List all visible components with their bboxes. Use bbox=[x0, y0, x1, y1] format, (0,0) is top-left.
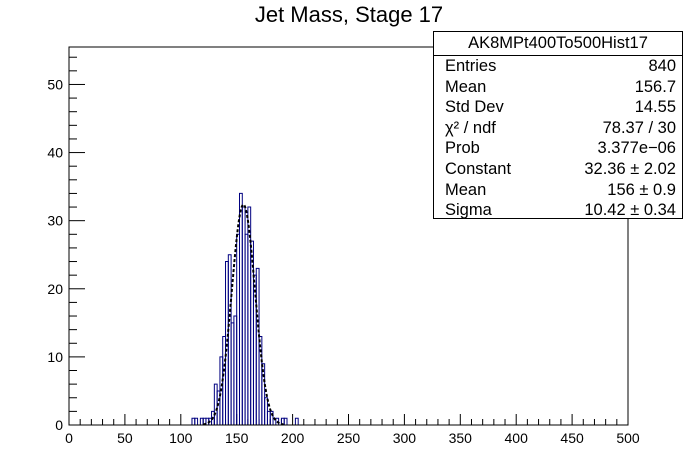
stats-row: Entries 840 bbox=[434, 56, 682, 77]
stats-label: Mean bbox=[445, 77, 487, 96]
stats-row: Prob 3.377e−06 bbox=[434, 138, 682, 159]
x-tick-label: 450 bbox=[560, 430, 584, 446]
gaussian-fit-curve bbox=[202, 203, 284, 426]
stats-label: Sigma bbox=[445, 201, 492, 220]
y-tick-label: 10 bbox=[47, 349, 63, 365]
stats-value: 156.7 bbox=[634, 77, 676, 96]
x-tick-label: 150 bbox=[225, 430, 249, 446]
x-tick-label: 100 bbox=[169, 430, 193, 446]
y-tick-label: 50 bbox=[47, 76, 63, 92]
y-tick-label: 40 bbox=[47, 145, 63, 161]
x-tick-label: 50 bbox=[117, 430, 133, 446]
stats-row: Sigma 10.42 ± 0.34 bbox=[434, 200, 682, 221]
stats-value: 32.36 ± 2.02 bbox=[584, 159, 676, 178]
histogram-bin bbox=[261, 363, 266, 425]
stats-label: Mean bbox=[445, 180, 487, 199]
stats-label: Std Dev bbox=[445, 98, 504, 117]
stats-value: 78.37 / 30 bbox=[602, 118, 676, 137]
x-tick-label: 500 bbox=[616, 430, 640, 446]
stats-label: χ² / ndf bbox=[445, 118, 496, 137]
histogram-bin bbox=[194, 417, 199, 425]
x-tick-label: 300 bbox=[393, 430, 417, 446]
stats-label: Entries bbox=[445, 57, 497, 75]
stats-value: 840 bbox=[648, 57, 676, 75]
y-tick-label: 20 bbox=[47, 281, 63, 297]
stats-value: 10.42 ± 0.34 bbox=[584, 201, 676, 220]
stats-value: 156 ± 0.9 bbox=[607, 180, 676, 199]
x-tick-label: 250 bbox=[337, 430, 361, 446]
x-tick-label: 200 bbox=[281, 430, 305, 446]
x-tick-label: 350 bbox=[449, 430, 473, 446]
stats-label: Prob bbox=[445, 139, 480, 158]
y-tick-label: 0 bbox=[55, 417, 63, 433]
y-tick-label: 30 bbox=[47, 213, 63, 229]
plot-frame bbox=[68, 46, 629, 426]
x-tick-label: 400 bbox=[505, 430, 529, 446]
stats-value: 14.55 bbox=[634, 98, 676, 117]
stats-label: Constant bbox=[445, 159, 512, 178]
chart-title: Jet Mass, Stage 17 bbox=[254, 2, 444, 27]
stats-value: 3.377e−06 bbox=[597, 139, 676, 158]
x-tick-label: 0 bbox=[65, 430, 73, 446]
stats-box: AK8MPt400To500Hist17 Entries 840 Mean 156.7… bbox=[433, 31, 683, 219]
stats-box-name: AK8MPt400To500Hist17 bbox=[434, 32, 682, 56]
stats-row: Mean 156 ± 0.9 bbox=[434, 180, 682, 201]
histogram-bin bbox=[294, 417, 299, 425]
stats-row: Std Dev 14.55 bbox=[434, 97, 682, 118]
stats-row: χ² / ndf 78.37 / 30 bbox=[434, 118, 682, 139]
stats-row: Mean 156.7 bbox=[434, 77, 682, 98]
stats-row: Constant 32.36 ± 2.02 bbox=[434, 159, 682, 180]
histogram-bin bbox=[283, 417, 288, 425]
